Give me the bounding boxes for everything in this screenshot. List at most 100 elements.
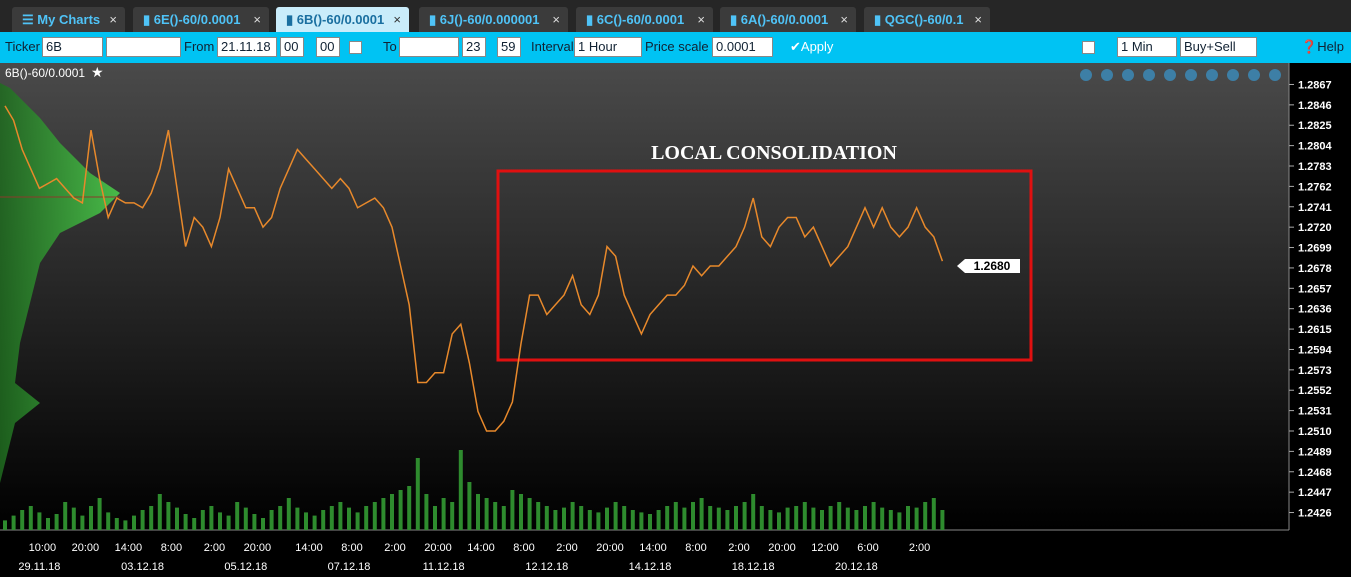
- volume-bar: [820, 510, 824, 530]
- tool-button[interactable]: [1185, 69, 1197, 81]
- volume-bar: [691, 502, 695, 530]
- volume-bar: [871, 502, 876, 530]
- tool-button[interactable]: [1269, 69, 1281, 81]
- volume-bar: [372, 502, 377, 530]
- y-axis-panel: [1289, 63, 1351, 577]
- x-date-label: 18.12.18: [732, 561, 775, 573]
- volume-bar: [785, 507, 790, 530]
- hour-input[interactable]: 23: [462, 37, 486, 57]
- tool-button[interactable]: [1206, 69, 1218, 81]
- last-price-marker: [957, 258, 1020, 273]
- volume-bar: [355, 512, 360, 530]
- price-scale-input[interactable]: 0.0001: [712, 37, 773, 57]
- volume-bar: [192, 518, 197, 530]
- tool-button[interactable]: [1122, 69, 1134, 81]
- button-label: Help: [1317, 39, 1344, 54]
- x-tick-label: 6:00: [857, 542, 878, 554]
- date-input[interactable]: [399, 37, 459, 57]
- label: Interval: [531, 39, 574, 54]
- x-tick-label: 20:00: [424, 542, 452, 554]
- volume-bar: [80, 515, 85, 530]
- tab[interactable]: ▮ 6B()-60/0.0001 ×: [276, 7, 409, 32]
- volume-bar: [923, 502, 928, 530]
- tool-button[interactable]: [1101, 69, 1113, 81]
- tool-button[interactable]: [1227, 69, 1239, 81]
- y-tick-label: 1.2846: [1298, 100, 1332, 112]
- y-tick-label: 1.2720: [1298, 222, 1332, 234]
- tab[interactable]: ▮ 6C()-60/0.0001 ×: [576, 7, 713, 32]
- ticker-input[interactable]: 6B: [42, 37, 103, 57]
- annotation: LOCAL CONSOLIDATION: [651, 142, 897, 164]
- minute-input[interactable]: 59: [497, 37, 521, 57]
- y-tick-label: 1.2762: [1298, 181, 1332, 193]
- volume-bar: [252, 514, 257, 530]
- tab[interactable]: ▮ 6J()-60/0.000001 ×: [419, 7, 568, 32]
- volume-bar: [286, 498, 291, 530]
- volume-bar: [648, 514, 652, 530]
- help-button[interactable]: ❓ Help: [1301, 39, 1344, 54]
- chart: 6B()-60/0.0001 ★ LOCAL CONSOLIDATION 1.2…: [0, 63, 1351, 577]
- dropdown[interactable]: 1 Min: [1117, 37, 1177, 57]
- volume-bar: [665, 506, 670, 530]
- volume-bar: [501, 506, 506, 530]
- volume-bar: [794, 506, 799, 530]
- volume-profile: [0, 83, 120, 483]
- tool-button[interactable]: [1164, 69, 1176, 81]
- x-tick-label: 20:00: [596, 542, 624, 554]
- tool-button[interactable]: [1143, 69, 1155, 81]
- favorite-star[interactable]: ★: [91, 64, 104, 80]
- button-label: Apply: [800, 39, 834, 54]
- x-tick-label: 14:00: [115, 542, 143, 554]
- y-tick-label: 1.2783: [1298, 161, 1332, 173]
- chart-title: 6B()-60/0.0001: [5, 66, 85, 80]
- tab[interactable]: ▮ 6E()-60/0.0001 ×: [133, 7, 269, 32]
- y-tick-label: 1.2678: [1298, 263, 1332, 275]
- volume-bar: [450, 502, 455, 530]
- volume-bar: [157, 494, 162, 530]
- tool-button[interactable]: [1080, 69, 1092, 81]
- date-input[interactable]: 21.11.18: [217, 37, 277, 57]
- volume-bar: [940, 510, 945, 530]
- checkbox[interactable]: [349, 41, 362, 54]
- volume-bar: [613, 502, 618, 530]
- y-tick-label: 1.2657: [1298, 283, 1332, 295]
- volume-bar: [235, 502, 240, 530]
- tool-button[interactable]: [1248, 69, 1260, 81]
- volume-bar: [390, 494, 394, 530]
- y-tick-label: 1.2594: [1298, 344, 1333, 356]
- volume-bar: [639, 512, 644, 530]
- y-tick-label: 1.2426: [1298, 508, 1332, 520]
- volume-bar: [20, 510, 25, 530]
- tab[interactable]: ▮ QGC()-60/0.1 ×: [864, 7, 990, 32]
- checkbox[interactable]: [1082, 41, 1095, 54]
- hour-input[interactable]: 00: [280, 37, 304, 57]
- volume-bar: [570, 502, 575, 530]
- tab-bar: ☰ My Charts × ▮ 6E()-60/0.0001 × ▮ 6B()-60…: [0, 0, 1351, 32]
- y-tick-label: 1.2825: [1298, 120, 1332, 132]
- x-tick-label: 2:00: [384, 542, 405, 554]
- tab[interactable]: ▮ 6A()-60/0.0001 ×: [720, 7, 856, 32]
- volume-bar: [175, 507, 179, 530]
- x-tick-label: 14:00: [467, 542, 495, 554]
- volume-bar: [854, 510, 859, 530]
- volume-bar: [37, 512, 42, 530]
- minute-input[interactable]: 00: [316, 37, 340, 57]
- volume-bar: [140, 510, 145, 530]
- label: Ticker: [5, 39, 40, 54]
- volume-bar: [888, 510, 893, 530]
- dropdown[interactable]: [106, 37, 181, 57]
- volume-bar: [751, 494, 756, 530]
- apply-button[interactable]: ✔ Apply: [790, 39, 834, 54]
- volume-bar: [458, 450, 463, 530]
- volume-bar: [777, 512, 781, 530]
- volume-bar: [347, 507, 351, 530]
- volume-bar: [364, 506, 369, 530]
- dropdown[interactable]: 1 Hour: [574, 37, 642, 57]
- tab[interactable]: ☰ My Charts ×: [12, 7, 125, 32]
- volume-bar: [54, 514, 59, 530]
- volume-bar: [673, 502, 678, 530]
- dropdown[interactable]: Buy+Sell: [1180, 37, 1257, 57]
- tab-label: 6J()-60/0.000001: [439, 12, 540, 27]
- volume-bar: [433, 506, 437, 530]
- volume-bar: [407, 486, 412, 530]
